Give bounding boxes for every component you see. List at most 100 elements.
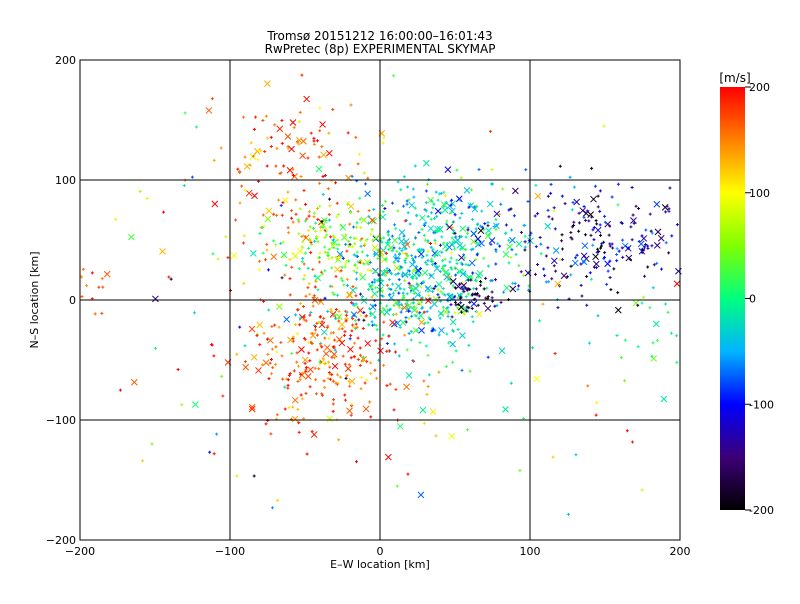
data-point-plus — [352, 269, 356, 273]
data-point-plus — [426, 321, 430, 325]
data-point-plus — [385, 341, 389, 345]
data-point-plus — [466, 263, 470, 267]
data-point-cross — [319, 121, 326, 128]
data-point-plus — [450, 328, 454, 332]
data-point-plus — [595, 250, 599, 254]
data-point-plus — [428, 241, 432, 245]
data-point-cross — [298, 346, 305, 353]
data-point-cross — [434, 207, 442, 215]
data-point-plus — [344, 398, 348, 402]
data-point-plus — [242, 282, 246, 286]
data-point-plus — [323, 173, 327, 177]
data-point-plus — [325, 326, 329, 330]
data-point-plus — [426, 249, 430, 253]
data-point-plus — [632, 221, 636, 225]
data-point-cross — [309, 332, 317, 339]
data-point-cross — [571, 259, 579, 267]
data-point-cross — [403, 383, 410, 391]
data-point-plus — [449, 211, 453, 215]
data-point-plus — [256, 149, 260, 153]
data-point-plus — [572, 185, 576, 189]
data-point-plus — [519, 230, 523, 234]
data-point-plus — [327, 131, 331, 135]
data-point-plus — [405, 202, 409, 206]
data-point-plus — [354, 294, 358, 298]
data-point-plus — [275, 413, 279, 417]
data-point-plus — [333, 348, 337, 352]
data-point-cross — [604, 260, 611, 268]
data-point-plus — [380, 240, 384, 244]
data-point-plus — [470, 315, 474, 319]
data-point-cross — [654, 228, 662, 236]
data-point-plus — [315, 139, 319, 143]
data-point-cross — [442, 308, 450, 316]
data-point-plus — [413, 164, 417, 168]
data-point-plus — [408, 283, 412, 287]
data-point-plus — [453, 286, 457, 290]
data-point-cross — [372, 234, 380, 242]
data-point-plus — [242, 241, 246, 245]
data-point-plus — [242, 234, 246, 238]
data-point-plus — [400, 272, 404, 276]
data-point-plus — [328, 225, 332, 229]
data-point-plus — [494, 228, 498, 232]
data-point-plus — [298, 301, 302, 305]
data-point-plus — [387, 334, 391, 338]
data-point-plus — [351, 285, 355, 289]
data-point-plus — [482, 256, 486, 260]
data-point-plus — [316, 240, 320, 244]
data-point-plus — [216, 257, 220, 261]
data-point-plus — [560, 239, 564, 243]
data-point-plus — [401, 204, 405, 208]
data-point-cross — [533, 375, 541, 383]
data-point-cross — [421, 269, 429, 277]
data-point-plus — [630, 238, 634, 242]
data-point-plus — [426, 214, 430, 218]
data-point-plus — [429, 245, 433, 249]
data-point-plus — [312, 211, 316, 215]
data-point-cross — [630, 217, 637, 224]
data-point-cross — [338, 321, 346, 329]
data-point-plus — [569, 273, 573, 277]
data-point-plus — [433, 262, 437, 266]
data-point-plus — [287, 231, 291, 235]
data-point-plus — [412, 195, 416, 199]
data-point-plus — [429, 306, 433, 310]
data-point-cross — [419, 406, 427, 414]
data-point-plus — [432, 254, 436, 258]
data-point-plus — [471, 217, 475, 221]
data-point-plus — [330, 266, 334, 270]
data-point-plus — [459, 292, 463, 296]
data-point-plus — [445, 332, 449, 336]
data-point-plus — [381, 289, 385, 293]
data-point-plus — [507, 261, 511, 265]
data-point-cross — [484, 305, 492, 312]
data-point-cross — [322, 350, 330, 358]
data-point-plus — [367, 307, 371, 311]
data-point-plus — [486, 221, 490, 225]
data-point-plus — [395, 249, 399, 253]
data-point-plus — [356, 209, 360, 213]
data-point-plus — [320, 320, 324, 324]
data-point-plus — [441, 287, 445, 291]
data-point-plus — [283, 407, 287, 411]
data-point-cross — [409, 286, 417, 294]
data-point-plus — [443, 293, 447, 297]
data-point-plus — [326, 376, 330, 380]
data-point-plus — [474, 258, 478, 262]
data-point-cross — [336, 335, 343, 343]
data-point-plus — [258, 259, 262, 263]
data-point-plus — [609, 288, 613, 292]
data-point-plus — [444, 222, 448, 226]
data-point-plus — [360, 237, 364, 241]
data-point-plus — [412, 301, 416, 305]
data-point-plus — [248, 163, 252, 167]
data-point-plus — [114, 217, 118, 221]
data-point-plus — [267, 308, 271, 312]
data-point-plus — [570, 208, 574, 212]
data-point-cross — [230, 252, 238, 260]
data-point-plus — [602, 240, 606, 244]
data-point-plus — [323, 361, 327, 365]
data-point-plus — [351, 323, 355, 327]
data-point-plus — [351, 225, 355, 229]
